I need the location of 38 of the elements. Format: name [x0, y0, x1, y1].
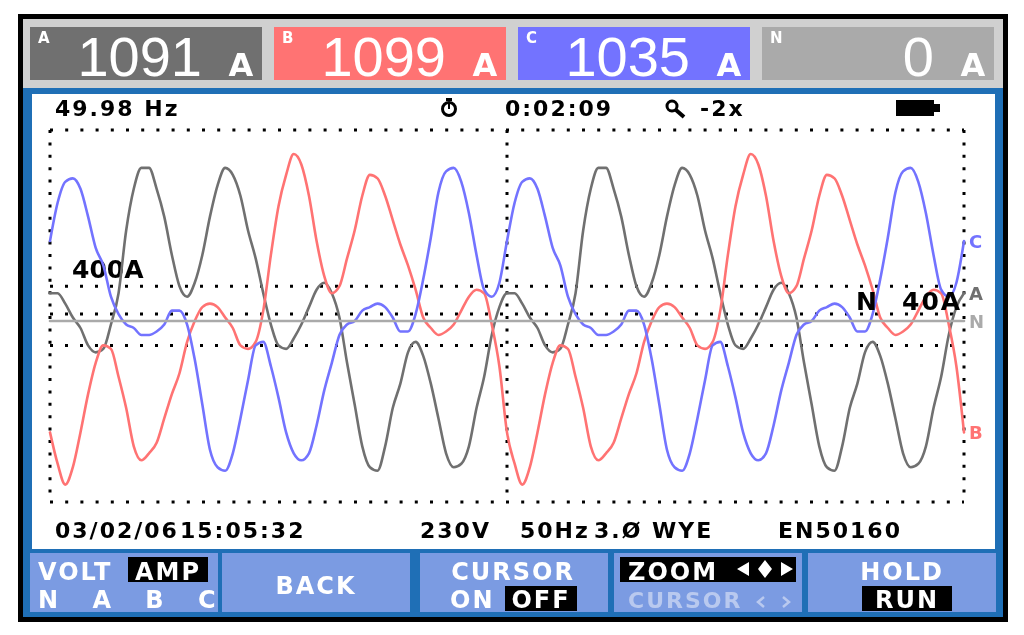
text: 0	[902, 25, 934, 88]
text: A	[716, 46, 742, 84]
text: CURSOR	[451, 558, 575, 586]
text: CURSOR	[628, 588, 743, 613]
series-label: B	[969, 422, 983, 444]
text: B	[282, 29, 294, 47]
text: 15:05:32	[180, 518, 306, 543]
text: 1099	[321, 25, 446, 88]
text: 230V	[420, 518, 491, 543]
text: 3.Ø WYE	[594, 518, 714, 543]
series-label: C	[969, 231, 983, 252]
text: RUN	[874, 586, 940, 614]
text: 50Hz	[520, 518, 590, 543]
annotation: 40A	[902, 287, 963, 316]
text: VOLT	[38, 558, 113, 586]
text: OFF	[511, 586, 571, 614]
annotation: N	[856, 287, 879, 316]
series-label: N	[969, 311, 985, 333]
text: ON	[450, 586, 495, 614]
text: 0:02:09	[505, 96, 614, 121]
series-label: A	[969, 283, 983, 305]
text: BACK	[275, 572, 357, 600]
text: 1035	[565, 25, 690, 88]
text: HOLD	[860, 558, 944, 586]
text: AMP	[134, 558, 202, 586]
text: EN50160	[778, 518, 902, 543]
text: A	[472, 46, 498, 84]
text: -2x	[700, 96, 745, 121]
text: C	[526, 29, 538, 47]
text: N A B C	[38, 586, 218, 614]
text: 03/02/06	[55, 518, 179, 543]
text: A	[960, 46, 986, 84]
text: A	[228, 46, 254, 84]
text: 1091	[77, 25, 202, 88]
text: N	[770, 29, 783, 47]
text: A	[38, 29, 50, 47]
text: ZOOM	[628, 558, 719, 586]
text: 49.98 Hz	[55, 96, 180, 121]
